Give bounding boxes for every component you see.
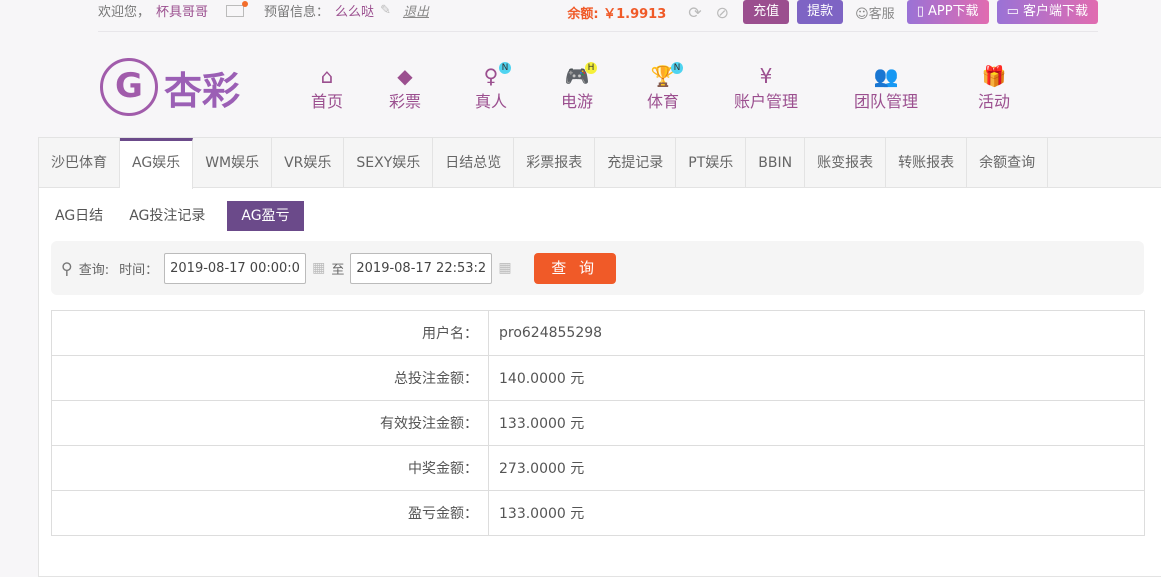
table-row: 盈亏金额： 133.0000 元	[51, 490, 1145, 536]
yen-icon: ¥	[759, 64, 773, 88]
logo-mark: G	[100, 58, 158, 116]
field-label: 盈亏金额：	[51, 490, 489, 536]
tab[interactable]: AG娱乐	[120, 138, 194, 189]
nav-item[interactable]: 🏆 体育 N	[628, 62, 698, 112]
to-label: 至	[331, 262, 345, 278]
tab[interactable]: BBIN	[746, 138, 806, 187]
field-value: pro624855298	[488, 310, 1145, 356]
nav-badge: H	[585, 62, 597, 74]
team-icon: 👥	[873, 64, 899, 88]
query-label: 查询:	[78, 262, 110, 278]
username[interactable]: 杯具哥哥	[156, 5, 209, 20]
nav-badge: N	[671, 62, 683, 74]
nav-item[interactable]: 👥 团队管理	[834, 64, 938, 112]
tab[interactable]: PT娱乐	[676, 138, 747, 187]
tab[interactable]: 账变报表	[805, 138, 887, 187]
nav-label: 真人	[474, 92, 507, 111]
tab[interactable]: 彩票报表	[514, 138, 596, 187]
query-bar: ⚲ 查询: 时间： ▦ 至 ▦ 查 询	[51, 241, 1144, 295]
eye-hide-icon[interactable]: ⊘	[715, 2, 730, 22]
field-label: 有效投注金额：	[51, 400, 489, 446]
logo-text: 杏彩	[164, 68, 241, 113]
subtab[interactable]: AG盈亏	[227, 201, 304, 231]
nav-label: 账户管理	[733, 92, 798, 111]
end-time-input[interactable]	[350, 252, 493, 284]
mail-icon[interactable]	[226, 0, 249, 17]
nav-label: 彩票	[388, 92, 421, 111]
withdraw-button[interactable]: 提款	[797, 0, 844, 24]
nav-item[interactable]: 🎁 活动	[954, 64, 1034, 112]
table-row: 总投注金额： 140.0000 元	[51, 355, 1145, 401]
field-value: 133.0000 元	[488, 400, 1145, 446]
report-tabs: 沙巴体育 AG娱乐 WM娱乐 VR娱乐 SEXY娱乐 日结总览 彩票报表 充提记录 PT娱乐 BB…	[39, 138, 1161, 189]
nav-item[interactable]: ◆ 彩票	[370, 64, 440, 112]
subtab[interactable]: AG投注记录	[129, 208, 206, 224]
customer-service-link[interactable]: ☺客服	[855, 3, 895, 22]
woman-icon: ♀	[483, 64, 499, 88]
trophy-icon: 🏆	[650, 64, 676, 88]
tab[interactable]: WM娱乐	[193, 138, 273, 187]
tab[interactable]: 日结总览	[433, 138, 515, 187]
gift-icon: 🎁	[981, 64, 1007, 88]
main-nav: ⌂ 首页 ◆ 彩票 ♀ 真人 N 🎮 电游 H 🏆 体育 N ¥ 账户管理 👥 团队管理 🎁 活动	[300, 62, 1050, 112]
table-row: 有效投注金额： 133.0000 元	[51, 400, 1145, 446]
nav-item[interactable]: ¥ 账户管理	[714, 64, 818, 112]
nav-label: 活动	[977, 92, 1010, 111]
recharge-button[interactable]: 充值	[743, 0, 790, 24]
nav-label: 体育	[646, 92, 679, 111]
time-label: 时间：	[119, 262, 159, 278]
phone-icon: ▯	[916, 4, 928, 19]
ticket-icon: ◆	[397, 64, 413, 88]
nav-badge: N	[499, 62, 511, 74]
subtab[interactable]: AG日结	[55, 208, 104, 224]
nav-item[interactable]: ⌂ 首页	[300, 64, 354, 112]
sub-tabs: AG日结 AG投注记录 AG盈亏	[51, 201, 314, 231]
start-time-input[interactable]	[164, 252, 307, 284]
nav-label: 首页	[310, 92, 343, 111]
tab[interactable]: 余额查询	[967, 138, 1049, 187]
logout-link[interactable]: 退出	[402, 5, 429, 20]
field-value: 140.0000 元	[488, 355, 1145, 401]
content-panel: 沙巴体育 AG娱乐 WM娱乐 VR娱乐 SEXY娱乐 日结总览 彩票报表 充提记录 PT娱乐 BB…	[38, 137, 1161, 577]
result-table: 用户名： pro624855298 总投注金额： 140.0000 元有效投注金额： 1…	[51, 310, 1145, 536]
client-download-button[interactable]: ▭ 客户端下载	[996, 0, 1098, 24]
field-label: 用户名：	[51, 310, 489, 356]
message-label: 预留信息：	[264, 5, 330, 20]
client-label: 客户端下载	[1022, 4, 1088, 19]
edit-icon[interactable]: ✎	[380, 3, 391, 18]
app-label: APP下载	[927, 4, 979, 19]
nav-label: 团队管理	[853, 92, 918, 111]
home-icon: ⌂	[320, 64, 334, 88]
field-label: 中奖金额：	[51, 445, 489, 491]
nav-item[interactable]: ♀ 真人 N	[456, 62, 526, 112]
logo[interactable]: G 杏彩	[100, 58, 240, 116]
nav-label: 电游	[560, 92, 593, 111]
service-label: 客服	[868, 6, 895, 22]
welcome-text: 欢迎您，	[98, 5, 151, 20]
tab[interactable]: 转账报表	[886, 138, 968, 187]
table-row: 用户名： pro624855298	[51, 310, 1145, 356]
tab[interactable]: VR娱乐	[272, 138, 345, 187]
tab[interactable]: 沙巴体育	[39, 138, 120, 187]
field-label: 总投注金额：	[51, 355, 489, 401]
nav-item[interactable]: 🎮 电游 H	[542, 62, 612, 112]
balance: 余额: ￥1.9913	[567, 6, 667, 22]
field-value: 273.0000 元	[488, 445, 1145, 491]
field-value: 133.0000 元	[488, 490, 1145, 536]
query-button[interactable]: 查 询	[533, 252, 616, 284]
app-download-button[interactable]: ▯ APP下载	[906, 0, 989, 24]
refresh-icon[interactable]: ⟳	[688, 2, 702, 22]
table-row: 中奖金额： 273.0000 元	[51, 445, 1145, 491]
monitor-icon: ▭	[1006, 4, 1023, 19]
top-bar: 欢迎您， 杯具哥哥 预留信息： 么么哒 ✎ 退出 余额: ￥1.9913 ⟳ ⊘…	[98, 0, 1098, 32]
search-icon: ⚲	[61, 258, 73, 278]
calendar-icon[interactable]: ▦	[312, 260, 326, 276]
calendar-icon[interactable]: ▦	[498, 260, 512, 276]
message-text: 么么哒	[335, 5, 375, 20]
gamepad-icon: 🎮	[564, 64, 590, 88]
service-icon: ☺	[855, 6, 869, 22]
tab[interactable]: 充提记录	[595, 138, 677, 187]
tab[interactable]: SEXY娱乐	[344, 138, 434, 187]
